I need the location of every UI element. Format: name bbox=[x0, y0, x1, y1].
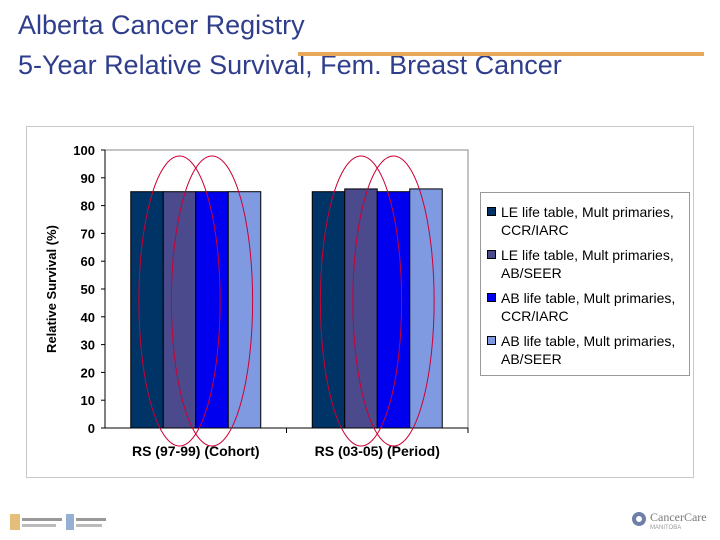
cancercare-logo: CancerCare MANITOBA bbox=[630, 508, 720, 536]
y-tick-label: 70 bbox=[81, 226, 95, 241]
legend-label: LE life table, Mult primaries, AB/SEER bbox=[501, 247, 674, 281]
y-tick-label: 30 bbox=[81, 338, 95, 353]
legend-swatch bbox=[487, 293, 496, 302]
annotation-ellipse bbox=[138, 155, 221, 447]
annotation-ellipse bbox=[170, 155, 254, 447]
x-category-label: RS (97-99) (Cohort) bbox=[132, 443, 260, 459]
y-tick-label: 50 bbox=[81, 282, 95, 297]
bar bbox=[409, 188, 443, 429]
y-tick-label: 60 bbox=[81, 254, 95, 269]
legend-swatch bbox=[487, 250, 496, 259]
legend-label: AB life table, Mult primaries, AB/SEER bbox=[501, 333, 676, 367]
annotation-ellipse bbox=[352, 155, 435, 447]
chart-legend: LE life table, Mult primaries, CCR/IARC L… bbox=[480, 192, 690, 376]
title-accent-rule bbox=[298, 52, 704, 56]
cancercare-logo-subtext: MANITOBA bbox=[650, 525, 682, 531]
annotation-ellipse bbox=[319, 155, 403, 447]
bar bbox=[376, 191, 411, 429]
legend-label: LE life table, Mult primaries, CCR/IARC bbox=[501, 204, 674, 238]
legend-swatch bbox=[487, 207, 496, 216]
bar bbox=[344, 188, 378, 429]
y-tick-label: 80 bbox=[81, 199, 95, 214]
cancercare-logo-text: CancerCare bbox=[650, 510, 707, 524]
cancercare-logo-icon bbox=[632, 512, 646, 526]
legend-label: AB life table, Mult primaries, CCR/IARC bbox=[501, 290, 676, 324]
legend-swatch bbox=[487, 336, 496, 345]
slide-title-line-1: Alberta Cancer Registry bbox=[18, 10, 305, 40]
y-axis-label: Relative Survival (%) bbox=[44, 225, 59, 353]
alberta-health-logo-icon bbox=[10, 514, 106, 530]
bar bbox=[195, 191, 229, 429]
y-tick-label: 40 bbox=[81, 310, 95, 325]
y-tick-label: 20 bbox=[81, 365, 95, 380]
y-tick-label: 100 bbox=[73, 143, 95, 158]
bar bbox=[162, 191, 197, 429]
y-tick-label: 90 bbox=[81, 171, 95, 186]
y-tick-label: 0 bbox=[88, 421, 95, 436]
bar bbox=[130, 191, 164, 429]
y-tick-label: 10 bbox=[81, 393, 95, 408]
x-category-label: RS (03-05) (Period) bbox=[315, 443, 440, 459]
bar bbox=[227, 191, 262, 429]
bar bbox=[311, 191, 346, 429]
